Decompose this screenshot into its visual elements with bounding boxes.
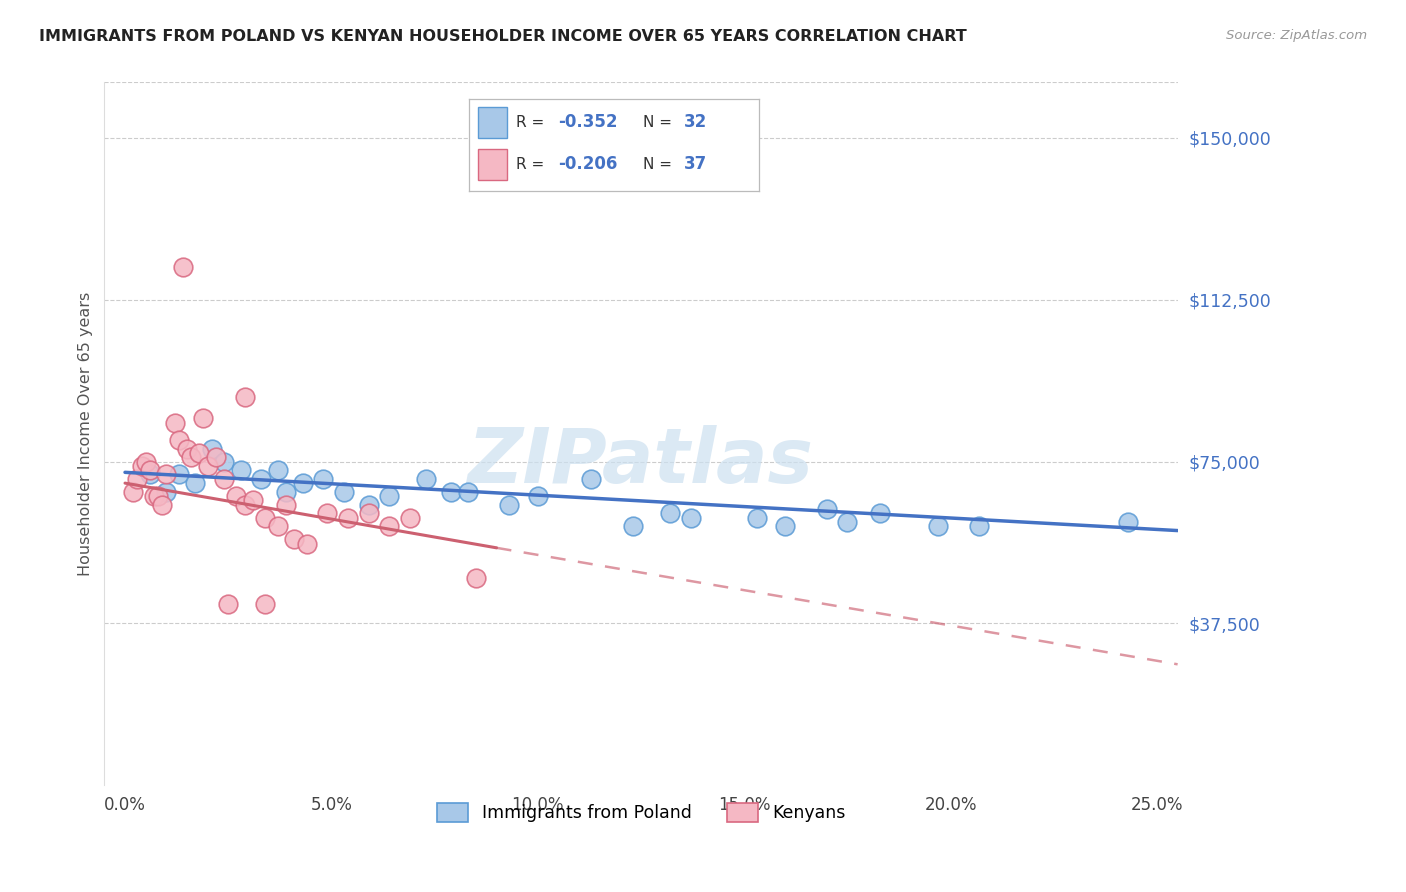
Point [464, 571, 486, 585]
Point [378, 489, 401, 503]
Text: ZIPatlas: ZIPatlas [468, 425, 814, 499]
Point [357, 506, 380, 520]
Point [139, 467, 162, 482]
Point [969, 519, 991, 533]
Point [267, 519, 290, 533]
Point [869, 506, 891, 520]
Point [1116, 515, 1139, 529]
Point [815, 502, 838, 516]
Point [312, 472, 335, 486]
Point [201, 442, 224, 456]
Point [581, 472, 603, 486]
Y-axis label: Householder Income Over 65 years: Householder Income Over 65 years [79, 292, 93, 575]
Point [336, 510, 359, 524]
Point [621, 519, 644, 533]
Point [233, 390, 256, 404]
Point [180, 450, 202, 465]
Point [212, 454, 235, 468]
Point [131, 458, 153, 473]
Point [927, 519, 949, 533]
Point [167, 467, 190, 482]
Point [205, 450, 228, 465]
Point [163, 416, 186, 430]
Legend: Immigrants from Poland, Kenyans: Immigrants from Poland, Kenyans [430, 796, 852, 830]
Point [658, 506, 681, 520]
Point [357, 498, 380, 512]
Point [415, 472, 437, 486]
Point [254, 510, 277, 524]
Point [378, 519, 401, 533]
Point [197, 458, 219, 473]
Point [250, 472, 273, 486]
Point [172, 260, 194, 275]
Point [527, 489, 550, 503]
Point [225, 489, 247, 503]
Point [274, 498, 297, 512]
Point [155, 484, 177, 499]
Point [745, 510, 768, 524]
Point [212, 472, 235, 486]
Point [333, 484, 356, 499]
Point [291, 476, 314, 491]
Point [242, 493, 264, 508]
Point [135, 454, 157, 468]
Point [267, 463, 290, 477]
Point [146, 489, 169, 503]
Point [498, 498, 520, 512]
Point [142, 489, 165, 503]
Point [254, 597, 277, 611]
Text: IMMIGRANTS FROM POLAND VS KENYAN HOUSEHOLDER INCOME OVER 65 YEARS CORRELATION CH: IMMIGRANTS FROM POLAND VS KENYAN HOUSEHO… [39, 29, 967, 44]
Point [283, 532, 305, 546]
Point [837, 515, 859, 529]
Point [233, 498, 256, 512]
Point [775, 519, 797, 533]
Point [457, 484, 479, 499]
Point [127, 472, 149, 486]
Point [274, 484, 297, 499]
Point [316, 506, 339, 520]
Point [155, 467, 177, 482]
Point [167, 433, 190, 447]
Text: Source: ZipAtlas.com: Source: ZipAtlas.com [1226, 29, 1367, 42]
Point [295, 536, 318, 550]
Point [184, 476, 207, 491]
Point [398, 510, 420, 524]
Point [188, 446, 211, 460]
Point [193, 411, 215, 425]
Point [150, 498, 173, 512]
Point [229, 463, 252, 477]
Point [217, 597, 239, 611]
Point [679, 510, 702, 524]
Point [176, 442, 198, 456]
Point [440, 484, 463, 499]
Point [139, 463, 162, 477]
Point [122, 484, 145, 499]
